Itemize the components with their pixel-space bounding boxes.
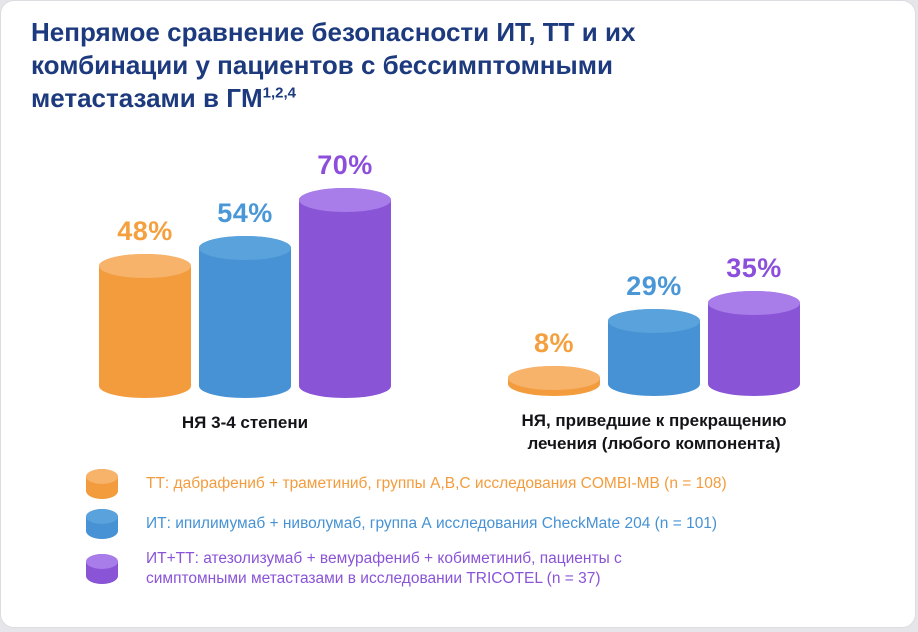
bar-value-label: 8%: [533, 328, 575, 358]
bar-column: 29%: [608, 271, 700, 396]
title-line-1: Непрямое сравнение безопасности ИТ, ТТ и…: [31, 17, 636, 47]
bar-row: 48% 54% 70%: [99, 150, 391, 398]
bar-column: 8%: [508, 328, 600, 396]
bar-value-label: 48%: [117, 216, 173, 246]
bar-row: 8% 29% 35%: [508, 253, 800, 396]
title-line-3: метастазами в ГМ: [31, 83, 263, 113]
legend-label: ИТ: ипилимумаб + ниволумаб, группа А исс…: [146, 515, 718, 532]
title-line-2: комбинации у пациентов с бессимптомными: [31, 50, 613, 80]
legend-item: ТТ: дабрафениб + траметиниб, группы А,В,…: [86, 469, 915, 499]
bar-cylinder: [99, 254, 191, 398]
bar-value-label: 70%: [317, 150, 373, 180]
bar-column: 54%: [199, 198, 291, 398]
bar-column: 48%: [99, 216, 191, 398]
legend-cylinder-icon: [86, 554, 118, 584]
legend-cylinder-icon: [86, 509, 118, 539]
bar-cylinder: [299, 188, 391, 398]
bar-cylinder: [708, 291, 800, 396]
bar-cylinder: [199, 236, 291, 398]
bar-column: 70%: [299, 150, 391, 398]
page-title: Непрямое сравнение безопасности ИТ, ТТ и…: [31, 16, 885, 115]
title-references-superscript: 1,2,4: [262, 84, 296, 102]
legend-item: ИТ: ипилимумаб + ниволумаб, группа А исс…: [86, 509, 915, 539]
bar-value-label: 35%: [726, 253, 782, 283]
bar-value-label: 29%: [626, 271, 682, 301]
bar-group-1: 48% 54% 70% НЯ 3-4 степени: [99, 150, 391, 455]
legend-item: ИТ+ТТ: атезолизумаб + вемурафениб + коби…: [86, 549, 915, 589]
group-caption: НЯ, приведшие к прекращению лечения (любо…: [521, 411, 787, 453]
bar-cylinder: [608, 309, 700, 396]
bar-column: 35%: [708, 253, 800, 396]
group-caption: НЯ 3-4 степени: [181, 413, 309, 432]
bar-cylinder: [508, 366, 600, 396]
legend-cylinder-icon: [86, 469, 118, 499]
legend-label: ТТ: дабрафениб + траметиниб, группы А,В,…: [146, 475, 727, 492]
bar-chart: 48% 54% 70% НЯ 3-4 степени 8% 29% 35% НЯ, приве…: [1, 115, 915, 463]
bar-value-label: 54%: [217, 198, 273, 228]
legend-label: ИТ+ТТ: атезолизумаб + вемурафениб + коби…: [146, 550, 622, 587]
bar-group-2: 8% 29% 35% НЯ, приведшие к прекращению лечен…: [484, 253, 824, 455]
chart-legend: ТТ: дабрафениб + траметиниб, группы А,В,…: [86, 469, 915, 589]
